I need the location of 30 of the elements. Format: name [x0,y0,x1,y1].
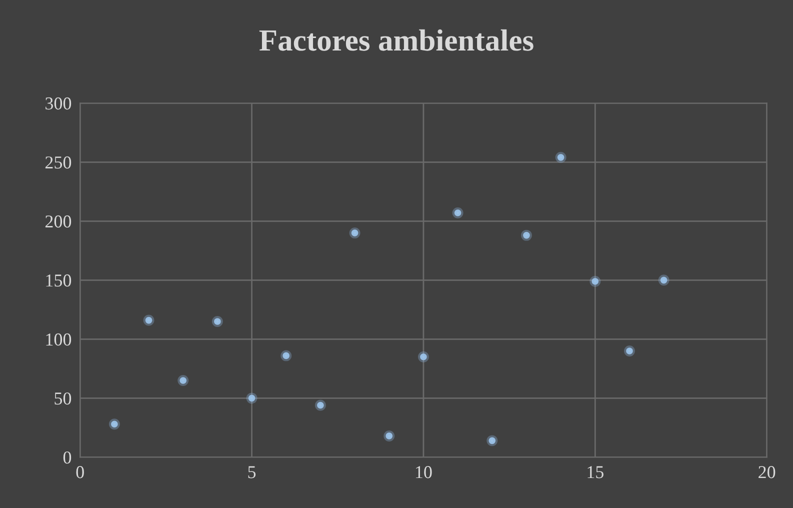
point [520,230,532,241]
y-tick-label: 150 [46,274,72,287]
x-tick-label: 5 [248,466,256,478]
point [212,316,223,327]
point [246,392,258,404]
point [486,435,498,446]
x-tick-label: 20 [758,466,776,478]
chart-title: Factores ambientales [259,29,534,51]
point [314,400,326,411]
y-tick-label: 200 [45,215,72,228]
point [452,207,464,218]
y-tick-label: 0 [63,451,72,464]
point [590,276,601,287]
point [178,374,189,386]
y-tick-label: 50 [54,392,72,405]
x-tick-label: 0 [76,466,84,478]
y-tick-label: 100 [46,333,72,346]
y-tick-label: 300 [46,97,72,110]
point [108,418,120,430]
point [384,430,395,442]
x-tick-label: 10 [416,466,432,478]
point [280,350,292,362]
point [143,314,154,326]
x-tick-label: 15 [588,466,604,478]
point [349,227,360,238]
point [658,274,670,286]
point [624,345,635,356]
point [555,152,566,163]
y-tick-label: 250 [45,156,72,169]
point [418,351,429,362]
